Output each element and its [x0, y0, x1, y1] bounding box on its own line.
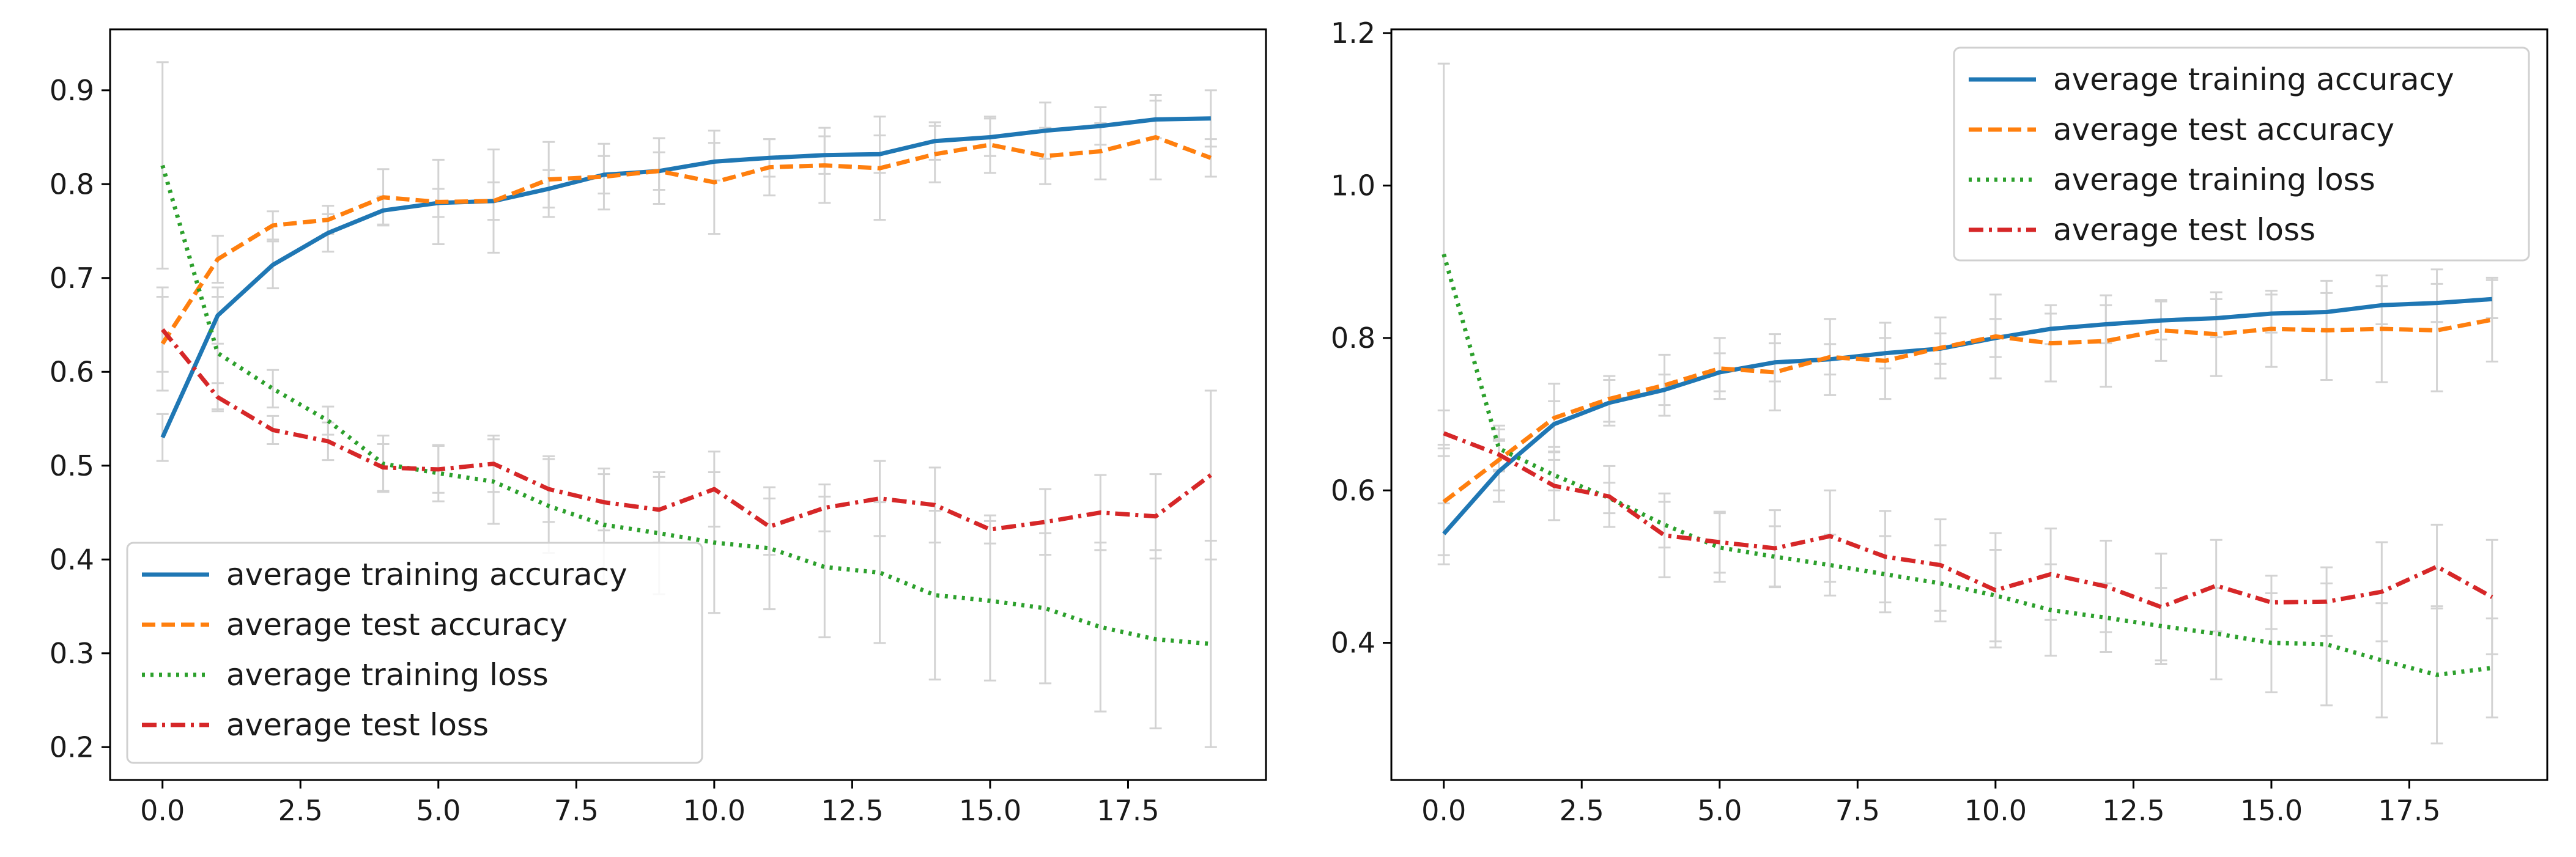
error-bar [1658, 492, 1671, 578]
y-tick-label: 0.8 [1331, 322, 1375, 355]
error-bar [2265, 575, 2278, 630]
error-bar [1039, 488, 1052, 556]
series-line-average-training-loss [160, 164, 1212, 646]
legend: average training accuracy average test ac… [1953, 46, 2530, 262]
legend-label: average test loss [226, 707, 489, 743]
error-bar [1437, 409, 1450, 457]
y-tick-label: 0.6 [1331, 474, 1375, 507]
error-bar [818, 483, 831, 532]
legend-label: average test loss [2053, 212, 2315, 248]
error-bar [1658, 353, 1671, 417]
series-line-average-test-accuracy [1442, 317, 2493, 504]
series-line-average-training-accuracy [160, 116, 1211, 439]
error-bar [873, 460, 886, 537]
x-tick-label: 12.5 [2102, 794, 2164, 827]
x-tick-label: 2.5 [278, 794, 323, 827]
x-tick-label: 17.5 [2378, 794, 2440, 827]
legend-label: average training accuracy [2053, 62, 2454, 97]
y-tick-label: 0.6 [50, 355, 94, 388]
y-tick-label: 0.4 [1331, 627, 1375, 660]
right-chart-panel: 0.0 2.5 5.0 7.5 10.0 12.5 15.0 17.5 0.4 0.6 0.8 1.0… [1331, 17, 2548, 827]
legend-box [1953, 46, 2530, 262]
legend-box [126, 542, 703, 764]
series-line-average-test-accuracy [160, 135, 1212, 345]
y-tick-label: 0.5 [50, 449, 94, 482]
axes-frame [1390, 28, 2548, 781]
error-bar [1204, 389, 1217, 561]
x-tick-label: 10.0 [683, 794, 746, 827]
error-bar [1768, 333, 1781, 411]
y-tick-label: 0.3 [50, 637, 94, 670]
legend: average training accuracy average test ac… [126, 542, 703, 764]
x-tick-label: 5.0 [416, 794, 461, 827]
series-line-average-test-loss [160, 328, 1212, 532]
error-bar [2430, 268, 2443, 392]
y-tick-label: 0.9 [50, 74, 94, 107]
y-tick-label: 0.7 [50, 262, 94, 295]
x-tick-label: 7.5 [554, 794, 599, 827]
error-bar [2155, 299, 2167, 362]
error-bar [1039, 127, 1052, 185]
y-tick-label: 1.2 [1331, 17, 1375, 50]
error-bar [267, 369, 279, 409]
legend-label: average training loss [226, 657, 549, 693]
error-bar [156, 413, 169, 462]
error-bar [2155, 553, 2167, 661]
series-line-average-training-loss [1442, 253, 2493, 677]
x-tick-label: 17.5 [1097, 794, 1159, 827]
series-line-average-training-accuracy [1442, 296, 2493, 535]
legend-label: average training accuracy [226, 557, 627, 592]
error-bar [2100, 294, 2112, 388]
axes-frame [109, 28, 1267, 781]
x-tick-label: 7.5 [1835, 794, 1880, 827]
y-tick-label: 0.8 [50, 167, 94, 200]
left-chart-panel: 0.0 2.5 5.0 7.5 10.0 12.5 15.0 17.5 0.2 0.3 0.4 0.5… [50, 28, 1267, 827]
y-tick-label: 0.2 [50, 730, 94, 763]
series-line-average-test-loss [1443, 431, 2493, 609]
legend-label: average test accuracy [226, 607, 568, 642]
x-tick-label: 15.0 [2240, 794, 2303, 827]
x-tick-label: 10.0 [1964, 794, 2027, 827]
x-tick-label: 0.0 [1421, 794, 1466, 827]
error-bar [983, 116, 996, 174]
x-tick-label: 2.5 [1560, 794, 1604, 827]
error-bar [983, 514, 996, 545]
error-bar [156, 61, 169, 270]
x-tick-label: 15.0 [959, 794, 1021, 827]
y-tick-label: 0.4 [50, 543, 94, 576]
error-bar [1713, 337, 1726, 400]
error-bar [2485, 276, 2498, 363]
error-bar [2430, 523, 2443, 609]
legend-label: average training loss [2053, 162, 2375, 197]
x-tick-label: 0.0 [140, 794, 185, 827]
x-tick-label: 12.5 [821, 794, 883, 827]
error-bar [763, 498, 776, 556]
y-tick-label: 1.0 [1331, 169, 1375, 202]
x-tick-label: 5.0 [1697, 794, 1742, 827]
legend-label: average test accuracy [2053, 112, 2394, 147]
